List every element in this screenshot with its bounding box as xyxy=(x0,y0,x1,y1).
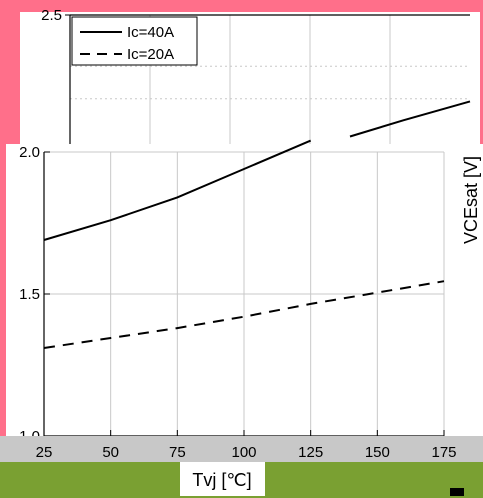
x-tick-label: 125 xyxy=(298,444,323,461)
x-title-box xyxy=(180,462,265,496)
x-tick-label: 50 xyxy=(102,444,119,461)
x-tick-label: 75 xyxy=(169,444,186,461)
y-tick-label: 1.5 xyxy=(19,286,40,303)
x-tick-label: 100 xyxy=(231,444,256,461)
x-tick-band xyxy=(0,436,483,462)
upper-series-line-solid xyxy=(349,100,471,138)
x-axis-title: Tvj [℃] xyxy=(192,470,251,490)
y-axis-title: VCEsat [V] xyxy=(461,156,481,244)
series-line-dashed xyxy=(43,280,445,349)
legend-label: Ic=20A xyxy=(127,46,174,63)
series-line-solid xyxy=(43,139,312,241)
x-tick-label: 25 xyxy=(36,444,53,461)
legend: Ic=40A Ic=20A xyxy=(71,16,198,66)
upper-y-tick-label: 2.5 xyxy=(41,7,62,24)
legend-box xyxy=(71,16,198,66)
legend-label: Ic=40A xyxy=(127,24,174,41)
x-tick-label: 150 xyxy=(365,444,390,461)
y-tick-label: 2.0 xyxy=(19,144,40,161)
x-tick-label: 175 xyxy=(431,444,456,461)
corner-artifact xyxy=(450,488,464,496)
main-right-margin xyxy=(448,144,483,444)
main-grid xyxy=(44,151,445,436)
